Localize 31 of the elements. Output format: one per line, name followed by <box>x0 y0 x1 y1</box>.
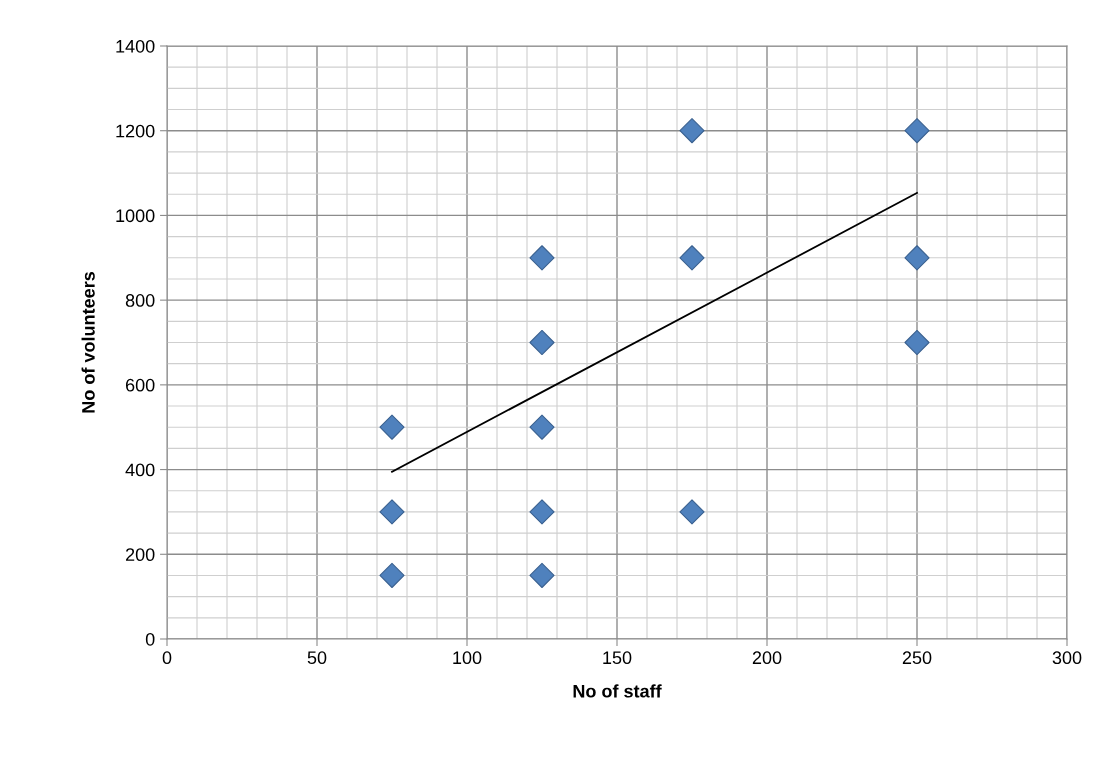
y-tick-label: 0 <box>145 632 155 646</box>
y-tick-label: 600 <box>125 378 155 392</box>
x-tick-label: 250 <box>902 651 932 665</box>
point <box>379 562 405 589</box>
y-tick-label: 1000 <box>116 209 155 223</box>
x-tick-label: 50 <box>307 651 327 665</box>
x-axis-title: No of staff <box>573 684 662 698</box>
point <box>679 118 705 144</box>
point <box>904 245 930 271</box>
x-tick-label: 200 <box>752 651 782 665</box>
x-tick-label: 150 <box>603 651 632 665</box>
y-tick-label: 800 <box>125 294 155 307</box>
point <box>529 329 555 356</box>
y-tick-label: 1200 <box>116 124 155 138</box>
y-axis-title: No of volunteers <box>81 272 95 413</box>
y-tick-label: 400 <box>125 463 155 477</box>
point <box>904 329 930 356</box>
x-tick-label: 300 <box>1052 651 1082 665</box>
point <box>379 499 405 525</box>
point <box>529 499 555 525</box>
point <box>904 118 930 144</box>
x-tick-label: 0 <box>162 651 172 665</box>
y-tick-label: 200 <box>125 548 155 562</box>
point <box>679 245 705 271</box>
point <box>529 414 555 440</box>
y-tick-label: 1400 <box>116 39 155 53</box>
point <box>679 499 705 525</box>
point <box>529 562 555 589</box>
point <box>529 245 555 271</box>
point <box>379 414 405 440</box>
x-tick-label: 100 <box>453 651 482 665</box>
